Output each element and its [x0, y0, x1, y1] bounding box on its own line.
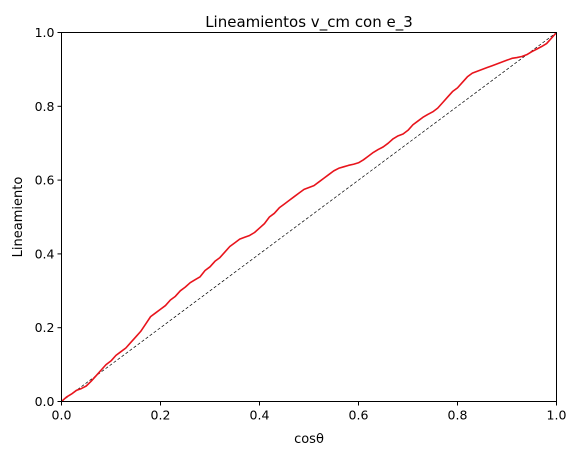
x-tick-label: 1.0: [547, 408, 567, 423]
x-tick-label: 0.0: [52, 408, 72, 423]
x-tick-label: 0.6: [349, 408, 369, 423]
y-axis-label: Lineamiento: [11, 177, 26, 258]
x-tick-label: 0.4: [250, 408, 270, 423]
chart-title: Lineamientos v_cm con e_3: [205, 13, 413, 32]
x-tick-label: 0.2: [151, 408, 171, 423]
plot-area: [62, 33, 557, 402]
y-tick-label: 0.2: [35, 320, 55, 335]
y-tick-label: 0.6: [35, 173, 55, 188]
y-tick-label: 0.0: [35, 394, 55, 409]
x-axis-label: cosθ: [294, 432, 324, 447]
y-axis: 0.0 0.2 0.4 0.6 0.8 1.0: [35, 25, 62, 409]
reference-diagonal-line: [62, 33, 557, 402]
x-axis: 0.0 0.2 0.4 0.6 0.8 1.0: [52, 402, 567, 423]
series-layer: [62, 33, 557, 402]
y-tick-label: 0.4: [35, 246, 55, 261]
y-tick-label: 0.8: [35, 99, 55, 114]
x-tick-label: 0.8: [448, 408, 468, 423]
y-tick-label: 1.0: [35, 25, 55, 40]
